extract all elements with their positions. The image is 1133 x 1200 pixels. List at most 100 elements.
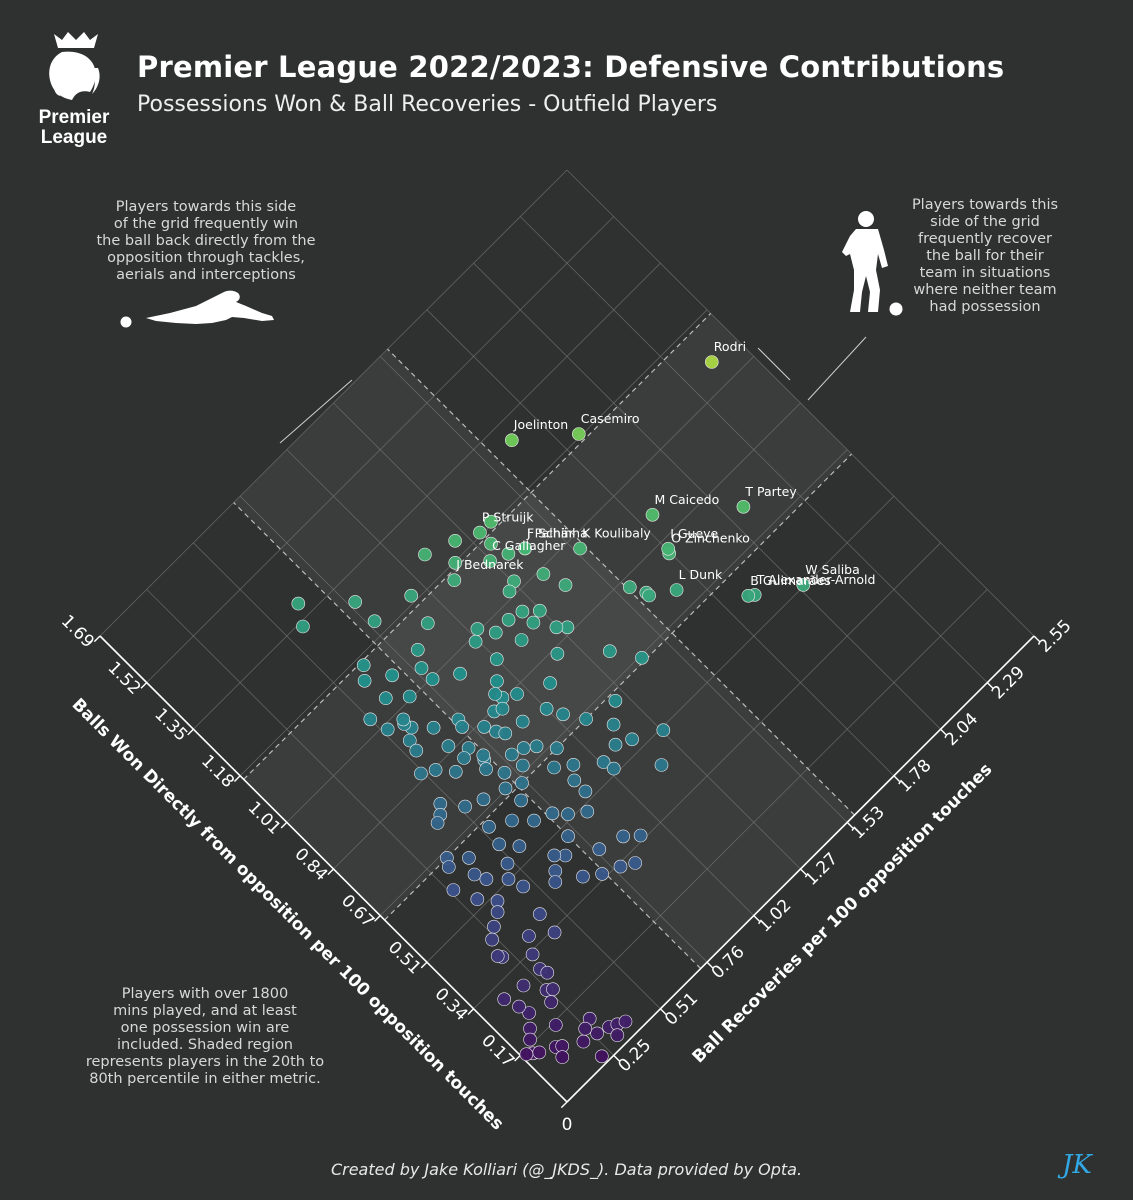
scatter-point	[497, 992, 512, 1007]
scatter-point	[558, 578, 573, 592]
sliding-tackle-player-icon	[120, 290, 274, 328]
scatter-point	[470, 622, 485, 636]
scatter-point	[515, 758, 530, 773]
point-label: F Schär	[527, 525, 575, 540]
logo-text-league: League	[41, 127, 108, 148]
x-tick-mark	[327, 868, 334, 876]
scatter-point	[526, 615, 541, 630]
scatter-point	[296, 619, 310, 634]
left-note-line: of the grid frequently win	[113, 216, 299, 232]
scatter-point	[418, 547, 432, 562]
point-label: T Partey	[744, 484, 797, 499]
scatter-point-labeled	[669, 583, 684, 597]
chart-title: Premier League 2022/2023: Defensive Cont…	[137, 50, 1005, 84]
right-note-line: frequently recover	[918, 231, 1052, 247]
scatter-point	[476, 792, 491, 807]
x-tick-label: 1.69	[57, 611, 98, 652]
scatter-point	[522, 929, 536, 943]
scatter-point	[448, 533, 462, 548]
scatter-point	[594, 1049, 609, 1064]
scatter-point	[616, 829, 631, 844]
scatter-point	[576, 1034, 591, 1049]
scatter-point-labeled	[741, 588, 756, 603]
scatter-point	[516, 879, 531, 894]
scatter-point-labeled	[645, 507, 660, 522]
y-tick-label: 1.53	[848, 802, 889, 843]
scatter-point	[504, 747, 519, 762]
point-label: K Koulibaly	[582, 526, 651, 541]
y-tick-mark	[613, 1054, 620, 1062]
left-note-line: the ball back directly from the	[96, 233, 316, 249]
brand-logo: JK	[1062, 1150, 1092, 1180]
scatter-point	[590, 1026, 604, 1041]
scatter-point	[458, 799, 472, 814]
scatter-point	[547, 925, 562, 940]
y-tick-mark	[800, 868, 807, 876]
scatter-point	[532, 907, 547, 921]
scatter-point	[502, 584, 517, 599]
right-note-line: side of the grid	[930, 214, 1040, 230]
scatter-point	[578, 784, 593, 799]
scatter-point	[485, 932, 499, 947]
scatter-point	[356, 658, 371, 673]
x-tick-label: 1.52	[104, 658, 145, 699]
left-side-note: Players towards this side of the grid fr…	[76, 199, 336, 284]
grid-line-x	[146, 216, 614, 683]
scatter-point	[488, 687, 502, 701]
x-tick-mark	[374, 915, 381, 922]
scatter-point	[567, 773, 582, 788]
scatter-point	[489, 652, 504, 667]
scatter-point	[510, 687, 524, 701]
scatter-point	[462, 851, 476, 865]
scatter-point-labeled	[447, 573, 462, 588]
bottom-note: Players with over 1800 mins played, and …	[70, 986, 340, 1088]
scatter-point	[596, 755, 611, 769]
grid-line-y	[426, 309, 895, 777]
x-tick-mark	[187, 728, 194, 736]
scatter-point	[618, 1014, 633, 1029]
y-tick-mark	[753, 915, 760, 922]
scatter-point	[516, 741, 531, 755]
point-label: Casemiro	[581, 411, 640, 426]
scatter-point	[515, 604, 530, 619]
scatter-point	[357, 673, 372, 688]
point-label: Joelinton	[513, 417, 568, 432]
grid	[99, 169, 1035, 1056]
scatter-point	[468, 634, 483, 649]
x-tick-label: 0.51	[384, 938, 425, 979]
scatter-points	[291, 355, 811, 1064]
point-label: J Bednarek	[455, 557, 524, 572]
scatter-point-labeled	[473, 525, 487, 540]
scatter-point-labeled	[736, 499, 751, 514]
running-player-icon	[842, 211, 903, 316]
scatter-point	[519, 1047, 534, 1061]
x-tick-label: 0.34	[431, 984, 472, 1025]
grid-line-x	[239, 309, 708, 777]
bottom-note-line: Players with over 1800	[121, 986, 289, 1002]
scatter-point	[446, 883, 461, 897]
x-tick-label: 1.18	[197, 751, 238, 792]
scatter-point	[498, 781, 513, 796]
point-label: L Dunk	[679, 567, 723, 582]
percentile-dashed-line	[243, 312, 712, 780]
scatter-point	[613, 859, 628, 874]
scatter-point	[363, 712, 378, 727]
scatter-point	[606, 717, 621, 732]
scatter-point	[291, 596, 306, 611]
y-tick-label: 2.29	[988, 663, 1029, 704]
scatter-point	[561, 829, 575, 844]
right-note-line: Players towards this	[911, 197, 1059, 213]
left-note-line: aerials and interceptions	[116, 267, 296, 283]
point-label: C Gallagher	[492, 538, 566, 553]
scatter-point	[515, 714, 530, 729]
scatter-point	[484, 514, 498, 529]
y-tick-label: 0.25	[614, 1035, 655, 1076]
scatter-point	[448, 555, 463, 570]
grid-line-x	[99, 169, 568, 637]
scatter-point	[477, 720, 492, 734]
x-tick-mark	[560, 1101, 568, 1109]
scatter-point	[490, 674, 504, 689]
point-label: P Struijk	[482, 510, 534, 525]
scatter-point	[576, 869, 590, 884]
